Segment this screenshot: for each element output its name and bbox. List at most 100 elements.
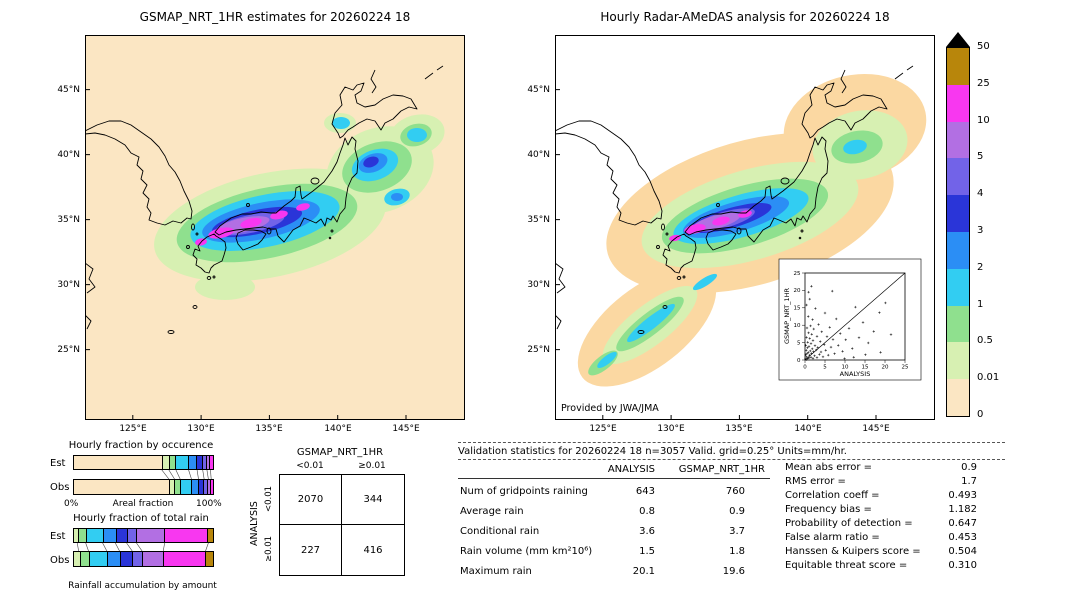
total-rain-est-bar [73,528,214,543]
scatter-point [823,343,826,346]
contingency-row-label: ≥0.01 [264,535,274,563]
bar-segment [174,480,180,494]
table-row: Num of gridpoints raining 643 760 [458,486,788,500]
svg-text:15: 15 [794,306,801,312]
scatter-point [817,323,820,326]
scatter-point [852,356,855,359]
scatter-point [807,315,810,318]
svg-text:10: 10 [842,365,849,371]
colorbar-tick-label: 1 [977,298,984,310]
row-label: Average rain [460,506,524,517]
gsmap-value: 1.8 [729,546,745,557]
row-label: Conditional rain [460,526,540,537]
bar-segment [209,456,213,469]
scatter-point [839,332,842,335]
credit-text: Provided by JWA/JMA [561,403,659,414]
colorbar-segment [947,158,969,196]
svg-text:10: 10 [794,323,801,329]
validation-col-header: GSMAP_NRT_1HR [678,464,765,475]
scatter-point [808,297,811,301]
connector-lines [161,470,212,479]
scatter-point [825,335,829,338]
gsmap-value: 3.7 [729,526,745,537]
analysis-value: 0.8 [639,506,655,517]
lat-tick: 30°N [527,280,550,290]
lat-tick: 25°N [527,345,550,355]
bar-segment [115,529,127,542]
bar-segment [119,552,133,566]
scatter-point [812,350,815,353]
svg-text:25: 25 [794,271,801,277]
contingency-col-label: <0.01 [296,461,324,471]
bar-segment [187,456,197,469]
lat-tick: 45°N [527,85,550,95]
scatter-point [816,346,819,349]
scatter-point [814,307,817,310]
scatter-point [815,356,819,359]
bar-segment [136,529,165,542]
lat-tick: 25°N [57,345,80,355]
scatter-point [815,335,819,338]
colorbar-tick-label: 3 [977,225,984,236]
lon-tick: 135°E [255,424,283,434]
lon-tick: 125°E [119,424,147,434]
scatter-point [806,357,809,360]
colorbar-segment [947,268,969,306]
total-rain-chart-title: Hourly fraction of total rain [73,513,209,524]
table-row: Maximum rain 20.1 19.6 [458,566,788,580]
precip-layer-magenta [195,203,310,246]
scatter-point [805,352,809,355]
scatter-point [810,352,813,355]
scatter-point [805,336,808,339]
scatter-point [844,338,847,342]
scatter-point [831,289,834,293]
lat-tick: 45°N [57,85,80,95]
validation-title: Validation statistics for 20260224 18 n=… [458,446,847,457]
lon-tick: 140°E [794,424,822,434]
bar-segment [132,552,143,566]
scatter-point [872,330,875,333]
inset-ylabel: GSMAP_NRT_1HR [783,287,791,344]
colorbar-overflow-triangle [946,32,970,47]
bar-segment [175,456,188,469]
radar-amedas-map: 0 5 10 15 20 25 0 5 10 15 20 25 ANALYSIS GSMAP_NRT… [555,35,935,420]
scatter-point [813,354,816,358]
svg-text:20: 20 [882,365,889,371]
svg-text:5: 5 [797,340,801,346]
scatter-point [807,345,811,348]
scatter-point [810,285,813,288]
bar-segment [168,456,176,469]
lon-tick: 140°E [324,424,352,434]
scatter-point [857,336,861,339]
est-row-label: Est [50,531,66,542]
row-label: Rain volume (mm km²10⁶) [460,546,593,557]
scatter-point [827,353,830,357]
left-map-title: GSMAP_NRT_1HR estimates for 20260224 18 [139,10,411,24]
bar-segment [89,552,108,566]
bar-segment [79,552,90,566]
colorbar-tick-label: 0 [977,409,984,420]
contingency-cell: 344 [342,475,404,525]
gsmap-estimate-map [85,35,465,420]
scatter-point [805,303,808,307]
contingency-col-label: ≥0.01 [358,461,386,471]
bar-segment [205,456,210,469]
analysis-value: 20.1 [632,566,655,577]
analysis-value: 643 [635,486,655,497]
scatter-point [820,330,823,334]
scatter-point [805,358,808,361]
bar-segment [162,552,205,566]
bar-segment [210,480,213,494]
scatter-point [824,349,827,352]
bar-segment [204,552,213,566]
svg-text:0: 0 [803,365,807,371]
analysis-value: 3.6 [639,526,655,537]
score-label: Equitable threat score = [785,560,908,571]
scatter-point [837,344,840,347]
scatter-point [889,333,893,336]
bar-segment [74,480,169,494]
bar-segment [74,552,80,566]
bar-segment [203,480,208,494]
scatter-point [807,290,810,294]
bar-segment [142,552,163,566]
